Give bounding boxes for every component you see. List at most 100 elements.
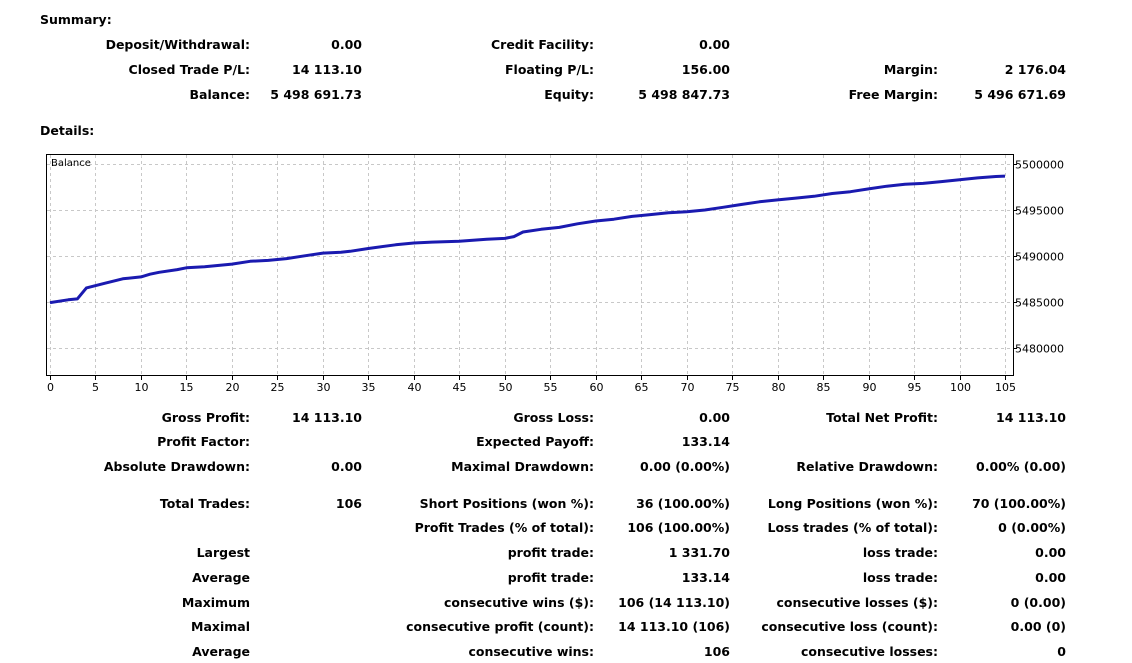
largest-loss-trade-value: 0.00 [1035,545,1066,560]
x-tick-label: 80 [772,381,786,394]
average-consecutive-label: Average [192,644,250,659]
credit-facility-value: 0.00 [699,37,730,52]
x-tick-label: 85 [817,381,831,394]
x-tick-label: 40 [408,381,422,394]
maximal-consecutive-profit-value: 14 113.10 (106) [618,619,730,634]
floating-pl-label: Floating P/L: [505,62,594,77]
avg-consecutive-losses-label: consecutive losses: [800,644,938,659]
free-margin-value: 5 496 671.69 [974,87,1066,102]
x-tick-label: 35 [362,381,376,394]
details-heading: Details: [40,123,95,138]
balance-label: Balance: [189,87,250,102]
chart-horizontal-grid [47,164,1013,349]
expected-payoff-value: 133.14 [681,434,730,449]
x-tick-label: 60 [590,381,604,394]
maximal-consecutive-loss-value: 0.00 (0) [1010,619,1066,634]
gross-profit-value: 14 113.10 [292,410,362,425]
chart-vertical-grid [50,155,1006,375]
balance-value: 5 498 691.73 [270,87,362,102]
x-tick-label: 10 [135,381,149,394]
max-consecutive-wins-label: consecutive wins ($): [443,595,594,610]
equity-label: Equity: [544,87,594,102]
long-positions-label: Long Positions (won %): [767,496,938,511]
largest-loss-trade-label: loss trade: [862,545,938,560]
margin-value: 2 176.04 [1004,62,1066,77]
x-tick-label: 95 [908,381,922,394]
chart-frame [46,154,1014,376]
avg-consecutive-wins-value: 106 [703,644,730,659]
average-loss-trade-label: loss trade: [862,570,938,585]
expected-payoff-label: Expected Payoff: [476,434,594,449]
chart-y-axis: 5480000 5485000 5490000 5495000 5500000 [1013,159,1064,356]
profit-trades-label: Profit Trades (% of total): [414,520,594,535]
maximum-label: Maximum [181,595,250,610]
total-trades-label: Total Trades: [159,496,250,511]
equity-value: 5 498 847.73 [638,87,730,102]
y-tick-label: 5500000 [1015,159,1064,172]
credit-facility-label: Credit Facility: [490,37,594,52]
maximal-label: Maximal [191,619,250,634]
gross-profit-label: Gross Profit: [161,410,250,425]
x-tick-label: 65 [635,381,649,394]
x-tick-label: 90 [863,381,877,394]
total-net-profit-value: 14 113.10 [996,410,1066,425]
largest-profit-trade-value: 1 331.70 [668,545,730,560]
relative-drawdown-value: 0.00% (0.00) [976,459,1066,474]
profit-factor-label: Profit Factor: [157,434,250,449]
relative-drawdown-label: Relative Drawdown: [796,459,938,474]
x-tick-label: 5 [92,381,99,394]
total-trades-value: 106 [335,496,362,511]
free-margin-label: Free Margin: [848,87,938,102]
y-tick-label: 5480000 [1015,343,1064,356]
y-tick-label: 5485000 [1015,297,1064,310]
closed-trade-pl-label: Closed Trade P/L: [128,62,250,77]
deposit-withdrawal-label: Deposit/Withdrawal: [105,37,250,52]
absolute-drawdown-value: 0.00 [331,459,362,474]
x-tick-label: 0 [47,381,54,394]
gross-loss-label: Gross Loss: [513,410,594,425]
y-tick-label: 5495000 [1015,205,1064,218]
average-label: Average [192,570,250,585]
loss-trades-value: 0 (0.00%) [998,520,1066,535]
chart-x-axis: 0 5 10 15 20 25 30 35 40 45 50 55 60 65 70 75 80 85 90 95 10… [47,375,1016,394]
avg-consecutive-wins-label: consecutive wins: [468,644,594,659]
x-tick-label: 55 [544,381,558,394]
maximal-consecutive-loss-label: consecutive loss (count): [761,619,938,634]
x-tick-label: 20 [226,381,240,394]
balance-chart: Balance 0 5 10 15 20 25 30 35 40 45 50 55 60 65 70 75 80… [46,154,1064,394]
x-tick-label: 75 [726,381,740,394]
floating-pl-value: 156.00 [681,62,730,77]
long-positions-value: 70 (100.00%) [972,496,1066,511]
max-consecutive-wins-value: 106 (14 113.10) [618,595,730,610]
x-tick-label: 50 [499,381,513,394]
average-loss-trade-value: 0.00 [1035,570,1066,585]
maximal-drawdown-value: 0.00 (0.00%) [640,459,730,474]
chart-title: Balance [51,158,91,169]
x-tick-label: 30 [317,381,331,394]
x-tick-label: 70 [681,381,695,394]
profit-trades-value: 106 (100.00%) [627,520,730,535]
x-tick-label: 105 [995,381,1016,394]
maximal-drawdown-label: Maximal Drawdown: [451,459,594,474]
short-positions-value: 36 (100.00%) [636,496,730,511]
short-positions-label: Short Positions (won %): [419,496,594,511]
x-tick-label: 25 [271,381,285,394]
y-tick-label: 5490000 [1015,251,1064,264]
total-net-profit-label: Total Net Profit: [826,410,938,425]
max-consecutive-losses-label: consecutive losses ($): [776,595,938,610]
deposit-withdrawal-value: 0.00 [331,37,362,52]
largest-label: Largest [196,545,250,560]
largest-profit-trade-label: profit trade: [507,545,594,560]
absolute-drawdown-label: Absolute Drawdown: [103,459,250,474]
average-profit-trade-label: profit trade: [507,570,594,585]
average-profit-trade-value: 133.14 [681,570,730,585]
loss-trades-label: Loss trades (% of total): [767,520,938,535]
gross-loss-value: 0.00 [699,410,730,425]
x-tick-label: 15 [180,381,194,394]
maximal-consecutive-profit-label: consecutive profit (count): [406,619,594,634]
x-tick-label: 100 [950,381,971,394]
avg-consecutive-losses-value: 0 [1057,644,1066,659]
max-consecutive-losses-value: 0 (0.00) [1010,595,1066,610]
summary-heading: Summary: [40,12,112,27]
x-tick-label: 45 [453,381,467,394]
